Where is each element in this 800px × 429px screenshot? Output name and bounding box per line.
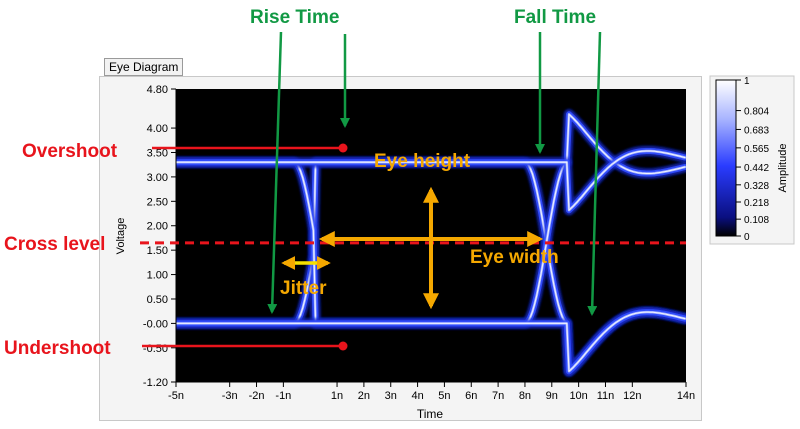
colorbar-tick-label: 0.565 xyxy=(744,144,769,155)
undershoot-label: Undershoot xyxy=(4,338,111,359)
x-axis-label: Time xyxy=(417,407,444,421)
fall-time-arrow-bottom xyxy=(587,31,602,316)
cross-level-label: Cross level xyxy=(4,234,105,255)
eye-traces xyxy=(176,109,686,377)
colorbar-tick-label: 1 xyxy=(744,76,750,87)
overshoot-label: Overshoot xyxy=(22,141,118,162)
y-tick-label: 4.00 xyxy=(147,123,168,135)
fall-time-label: Fall Time xyxy=(514,7,596,28)
x-tick-label: 7n xyxy=(492,390,504,402)
y-tick-label: 3.00 xyxy=(147,172,168,184)
y-axis: 4.80 4.00 3.50 3.00 2.50 2.00 1.50 1.00 0.50 -0.0… xyxy=(143,84,177,389)
eye-width-label: Eye width xyxy=(470,247,559,268)
x-tick-label: 9n xyxy=(546,390,558,402)
x-tick-label: 5n xyxy=(438,390,450,402)
y-tick-label: -0.50 xyxy=(143,343,168,355)
y-tick-label: -1.20 xyxy=(143,377,168,389)
colorbar-tick-label: 0.804 xyxy=(744,107,769,118)
x-tick-label: 3n xyxy=(385,390,397,402)
y-axis-label: Voltage xyxy=(115,218,127,255)
colorbar-tick-label: 0.218 xyxy=(744,198,769,209)
colorbar-tick-label: 0.442 xyxy=(744,163,769,174)
rise-time-arrow-bottom xyxy=(267,31,283,314)
y-tick-label: 2.50 xyxy=(147,196,168,208)
x-tick-label: -5n xyxy=(168,390,184,402)
y-tick-label: 1.00 xyxy=(147,270,168,282)
eye-trace xyxy=(176,150,686,211)
y-tick-label: -0.00 xyxy=(143,318,168,330)
y-tick-label: 4.80 xyxy=(147,84,168,96)
rise-time-label: Rise Time xyxy=(250,7,339,28)
colorbar-tick-label: 0.108 xyxy=(744,215,769,226)
colorbar: 1 0.804 0.683 0.565 0.442 0.328 0.218 0.108 0 Am… xyxy=(709,75,795,245)
x-tick-label: 12n xyxy=(623,390,641,402)
x-tick-label: 2n xyxy=(358,390,370,402)
panel-label: Eye Diagram xyxy=(104,58,184,76)
x-tick-label: 1n xyxy=(331,390,343,402)
x-tick-label: 4n xyxy=(411,390,423,402)
colorbar-tick-label: 0 xyxy=(744,232,750,243)
eye-trace xyxy=(176,311,686,372)
y-tick-label: 3.50 xyxy=(147,147,168,159)
x-tick-label: 14n xyxy=(677,390,695,402)
y-tick-label: 0.50 xyxy=(147,294,168,306)
x-tick-label: 11n xyxy=(597,390,615,402)
x-tick-label: -1n xyxy=(275,390,291,402)
annotations: Cross level Overshoot Undershoot Rise Ti… xyxy=(4,7,686,359)
colorbar-tick-label: 0.328 xyxy=(744,181,769,192)
colorbar-tick-label: 0.683 xyxy=(744,125,769,136)
x-tick-label: 8n xyxy=(519,390,531,402)
y-tick-label: 1.50 xyxy=(147,245,168,257)
x-tick-label: -3n xyxy=(222,390,238,402)
x-tick-label: -2n xyxy=(249,390,265,402)
x-tick-label: 10n xyxy=(569,390,587,402)
x-axis: -5n -3n -2n -1n 1n 2n 3n 4n 5n 6n 7n 8n 9n 10n 11n 12n 1… xyxy=(168,381,695,402)
colorbar-gradient xyxy=(715,79,737,237)
y-tick-label: 2.00 xyxy=(147,221,168,233)
colorbar-label: Amplitude xyxy=(777,144,789,193)
eye-height-label: Eye height xyxy=(374,151,471,172)
jitter-label: Jitter xyxy=(280,278,327,299)
colorbar-ticks: 1 0.804 0.683 0.565 0.442 0.328 0.218 0.108 0 xyxy=(736,76,769,243)
x-tick-label: 6n xyxy=(465,390,477,402)
